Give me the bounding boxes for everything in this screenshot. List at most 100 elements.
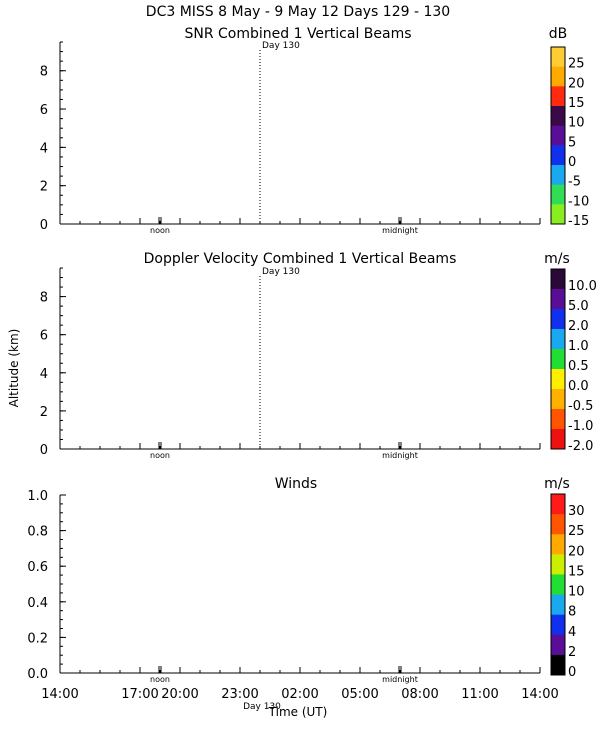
- doppler-y-tick-label: 0: [40, 443, 48, 458]
- snr-colorbar-segment: [551, 125, 565, 146]
- snr-colorbar-label: -5: [568, 175, 581, 190]
- doppler-midnight-label: midnight: [382, 451, 418, 460]
- winds-colorbar-frame: [550, 493, 566, 676]
- snr-colorbar: 25 20 15 10 5 0 -5 -10 -15: [550, 46, 589, 229]
- winds-colorbar-label: 8: [568, 605, 576, 620]
- doppler-noon-label: noon: [150, 451, 170, 460]
- winds-y-tick-label: 1.0: [27, 489, 48, 504]
- doppler-colorbar-segment: [551, 429, 565, 450]
- snr-colorbar-segment: [551, 86, 565, 107]
- x-axis-label: Time (UT): [268, 705, 328, 719]
- snr-colorbar-segment: [551, 184, 565, 205]
- snr-midnight-label: midnight: [382, 226, 418, 235]
- snr-colorbar-label: 10: [568, 116, 585, 131]
- winds-colorbar-segment: [551, 614, 565, 636]
- doppler-colorbar-segment: [551, 369, 565, 390]
- snr-y-tick-label: 8: [40, 65, 48, 80]
- winds-colorbar-label: 2: [568, 645, 576, 660]
- snr-colorbar-label: 25: [568, 57, 585, 72]
- winds-y-tick-label: 0.6: [27, 560, 48, 575]
- winds-noon-label: noon: [150, 675, 170, 684]
- x-tick-label: 17:00: [121, 687, 158, 702]
- doppler-colorbar-segment: [551, 389, 565, 410]
- doppler-day-marker-label: Day 130: [262, 267, 300, 277]
- snr-y-tick-label: 2: [40, 180, 48, 195]
- winds-y-tick-label: 0.0: [27, 667, 48, 682]
- winds-midnight-label: midnight: [382, 675, 418, 684]
- figure-title: DC3 MISS 8 May - 9 May 12 Days 129 - 130: [146, 4, 450, 20]
- snr-colorbar-label: 20: [568, 76, 585, 91]
- doppler-colorbar-frame: [550, 268, 566, 450]
- doppler-colorbar-label: 1.0: [568, 339, 589, 354]
- doppler-colorbar-label: -1.0: [568, 419, 593, 434]
- winds-colorbar-segment: [551, 494, 565, 515]
- x-tick-label: 02:00: [281, 687, 318, 702]
- doppler-colorbar-label: 5.0: [568, 299, 589, 314]
- snr-day-marker-label: Day 130: [262, 41, 300, 51]
- winds-panel-title: Winds: [275, 476, 317, 492]
- winds-colorbar-segment: [551, 654, 565, 676]
- snr-colorbar-label: 5: [568, 135, 576, 150]
- doppler-colorbar-segment: [551, 269, 565, 290]
- winds-y-tick-label: 0.4: [27, 596, 48, 611]
- snr-colorbar-segment: [551, 145, 565, 166]
- winds-colorbar-segment: [551, 554, 565, 575]
- snr-colorbar-label: -15: [568, 214, 589, 229]
- winds-colorbar-label: 10: [568, 585, 585, 600]
- winds-colorbar-segment: [551, 634, 565, 656]
- snr-colorbar-label: -10: [568, 194, 589, 209]
- x-tick-label: 20:00: [161, 687, 198, 702]
- doppler-colorbar-segment: [551, 349, 565, 370]
- doppler-colorbar-label: 0.0: [568, 379, 589, 394]
- x-tick-label: 08:00: [401, 687, 438, 702]
- snr-colorbar-frame: [550, 46, 566, 225]
- winds-colorbar-label: 25: [568, 524, 585, 539]
- snr-colorbar-label: 0: [568, 155, 576, 170]
- winds-colorbar-label: 15: [568, 564, 585, 579]
- snr-colorbar-segment: [551, 204, 565, 225]
- x-tick-label: 23:00: [221, 687, 258, 702]
- doppler-y-tick-label: 8: [40, 291, 48, 306]
- snr-panel: SNR Combined 1 Vertical Beams 0 2 4 6 8 noon m…: [40, 26, 590, 235]
- winds-colorbar-segment: [551, 594, 565, 616]
- winds-colorbar-label: 0: [568, 665, 576, 680]
- winds-day-marker-label: Day 130: [243, 702, 281, 712]
- snr-y-tick-label: 0: [40, 218, 48, 233]
- doppler-colorbar-label: 10.0: [568, 279, 597, 294]
- y-axis-label: Altitude (km): [7, 329, 21, 408]
- doppler-colorbar-segment: [551, 409, 565, 430]
- doppler-panel-title: Doppler Velocity Combined 1 Vertical Bea…: [144, 251, 457, 267]
- snr-colorbar-label: 15: [568, 96, 585, 111]
- winds-colorbar-label: 30: [568, 504, 585, 519]
- doppler-colorbar-segment: [551, 309, 565, 330]
- snr-colorbar-segment: [551, 106, 565, 127]
- snr-colorbar-unit: dB: [549, 26, 568, 42]
- doppler-y-tick-label: 2: [40, 405, 48, 420]
- doppler-colorbar-unit: m/s: [544, 251, 570, 267]
- snr-noon-label: noon: [150, 226, 170, 235]
- doppler-panel: Doppler Velocity Combined 1 Vertical Bea…: [40, 251, 597, 460]
- winds-colorbar-segment: [551, 534, 565, 555]
- doppler-colorbar-segment: [551, 329, 565, 350]
- x-tick-label: 14:00: [41, 687, 78, 702]
- doppler-colorbar: 10.0 5.0 2.0 1.0 0.5 0.0 -0.5 -1.0 -2.0: [550, 268, 597, 454]
- winds-y-tick-label: 0.2: [27, 631, 48, 646]
- snr-panel-title: SNR Combined 1 Vertical Beams: [184, 26, 411, 42]
- x-tick-label: 11:00: [461, 687, 498, 702]
- winds-colorbar-label: 20: [568, 544, 585, 559]
- snr-y-tick-label: 4: [40, 141, 48, 156]
- winds-colorbar-segment: [551, 514, 565, 535]
- doppler-y-tick-label: 6: [40, 329, 48, 344]
- snr-colorbar-segment: [551, 66, 565, 87]
- winds-panel: Winds 0.0 0.2 0.4 0.6 0.8 1.0 noon midnight Day …: [27, 476, 584, 712]
- doppler-colorbar-label: 2.0: [568, 319, 589, 334]
- doppler-y-tick-label: 4: [40, 367, 48, 382]
- doppler-colorbar-label: -2.0: [568, 439, 593, 454]
- doppler-colorbar-segment: [551, 289, 565, 310]
- winds-colorbar-label: 4: [568, 625, 576, 640]
- doppler-colorbar-label: -0.5: [568, 399, 593, 414]
- snr-colorbar-segment: [551, 165, 565, 186]
- x-tick-label: 05:00: [341, 687, 378, 702]
